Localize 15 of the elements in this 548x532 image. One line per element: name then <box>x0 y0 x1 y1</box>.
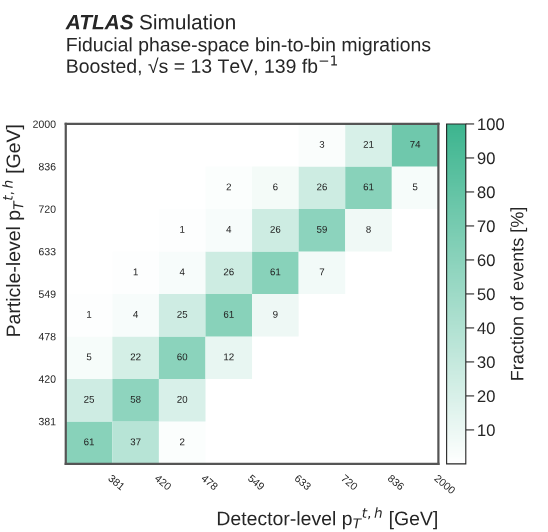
color-bar-label: 40 <box>477 322 495 335</box>
chart-subtitle: Fiducial phase-space bin-to-bin migrations Boosted, √s = 13 TeV, 139 fb$^{−1}$ <box>67 37 431 76</box>
color-bar-label: 80 <box>477 186 495 199</box>
color-bar-label: 30 <box>477 356 495 369</box>
color-bar-label: 90 <box>477 152 495 165</box>
color-bar-label: 60 <box>477 254 495 267</box>
color-bar-label: 70 <box>477 220 495 233</box>
color-bar-label: 20 <box>477 390 495 403</box>
color-bar-label: 10 <box>478 424 495 437</box>
color-bar-label: 50 <box>477 288 495 301</box>
chart-title: ATLAS Simulation <box>65 14 235 30</box>
color-bar-label: 100 <box>478 118 505 131</box>
y-axis-title: Particle-level p$_{T}$$^{t,h}$ [GeV] <box>2 125 25 336</box>
x-axis-title: Detector-level p$_{T}$$^{t,h}$ [GeV] <box>217 507 437 530</box>
color-bar-title: Fraction of events [%] <box>510 207 528 380</box>
